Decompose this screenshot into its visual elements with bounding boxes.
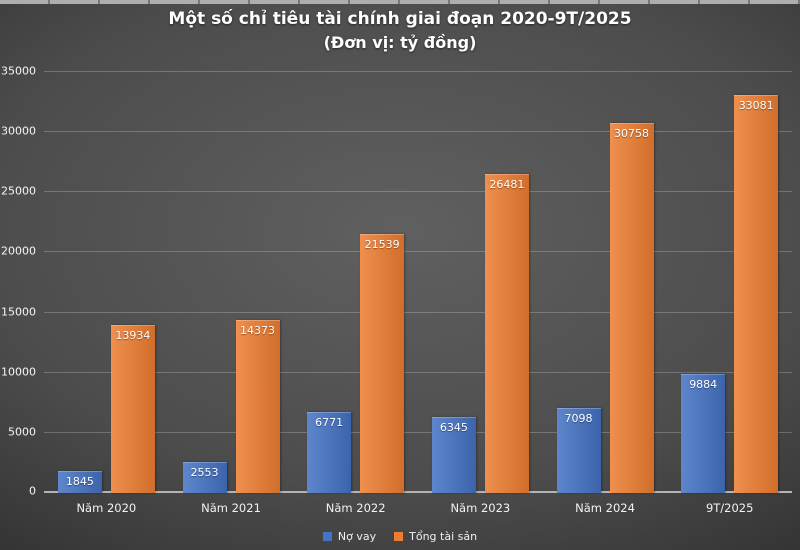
- bar-value-label: 6345: [439, 420, 468, 434]
- bar-group: 6771 21539 Năm 2022: [293, 72, 418, 515]
- bar-group: 6345 26481 Năm 2023: [418, 72, 543, 515]
- bar-tổng-tài-sản-9t/2025: 33081: [734, 95, 779, 493]
- gridline: 10000: [1, 365, 792, 378]
- legend-label: Nợ vay: [337, 530, 377, 543]
- top-edge-strip: [0, 0, 800, 4]
- bar-value-label: 26481: [489, 178, 525, 192]
- y-axis-tick-label: 5000: [8, 425, 36, 439]
- bar-value-label: 2553: [190, 466, 219, 480]
- bar-value-label: 7098: [564, 411, 593, 425]
- bar-nợ-vay-năm-2022: 6771: [307, 411, 352, 493]
- x-axis-category-label: Năm 2024: [575, 501, 635, 515]
- gridline: 25000: [1, 185, 792, 198]
- plot-area: 0 5000 10000 15000 20000 25000 30000 35000 1845…: [1, 65, 792, 515]
- bar-nợ-vay-9t/2025: 9884: [681, 374, 726, 493]
- y-axis-tick-label: 0: [29, 484, 36, 498]
- bar-tổng-tài-sản-năm-2023: 26481: [484, 174, 529, 493]
- x-axis-category-label: Năm 2023: [450, 501, 511, 515]
- chart-title-block: Một số chỉ tiêu tài chính giai đoạn 2020…: [0, 7, 800, 54]
- bar-group: 2553 14373 Năm 2021: [169, 72, 294, 515]
- bar-value-label: 1845: [65, 474, 94, 488]
- bar-nợ-vay-năm-2023: 6345: [431, 416, 476, 493]
- bar-tổng-tài-sản-năm-2021: 14373: [235, 320, 280, 493]
- bar-value-label: 6771: [315, 415, 344, 429]
- bar-value-label: 14373: [240, 324, 275, 338]
- bar-nợ-vay-năm-2021: 2553: [182, 462, 227, 493]
- bar-group: 7098 30758 Năm 2024: [543, 72, 668, 515]
- chart-title: Một số chỉ tiêu tài chính giai đoạn 2020…: [168, 9, 632, 29]
- gridline: 35000: [1, 65, 792, 78]
- bar-value-label: 30758: [614, 127, 650, 141]
- bar-tổng-tài-sản-năm-2024: 30758: [609, 123, 654, 493]
- bar-value-label: 21539: [364, 237, 400, 251]
- x-axis-line: 0: [29, 485, 792, 498]
- bar-value-label: 33081: [738, 99, 774, 113]
- gridline: 20000: [1, 245, 792, 258]
- legend-label: Tổng tài sản: [409, 530, 478, 543]
- gridline: 30000: [1, 125, 792, 138]
- y-axis-tick-label: 20000: [1, 244, 36, 258]
- bar-value-label: 9884: [689, 378, 718, 392]
- y-axis-tick-label: 15000: [1, 305, 36, 319]
- bar-value-label: 13934: [115, 329, 151, 343]
- bar-tổng-tài-sản-năm-2020: 13934: [110, 325, 155, 493]
- x-axis-category-label: 9T/2025: [705, 501, 754, 515]
- chart-subtitle: (Đơn vị: tỷ đồng): [323, 33, 477, 52]
- x-axis-category-label: Năm 2022: [325, 501, 386, 515]
- y-axis-tick-label: 25000: [1, 184, 36, 198]
- bar-groups: 1845 13934 Năm 2020 2553 14373 Năm 2021 6771 21…: [44, 72, 792, 515]
- legend-swatch-icon: [394, 532, 404, 541]
- bar-nợ-vay-năm-2024: 7098: [556, 407, 601, 493]
- legend-item-nợ-vay: Nợ vay: [322, 530, 377, 543]
- legend-swatch-icon: [322, 532, 332, 541]
- gridline: 5000: [8, 425, 792, 438]
- y-axis-tick-label: 35000: [1, 64, 36, 78]
- x-axis-category-label: Năm 2021: [201, 501, 261, 515]
- legend: Nợ vay Tổng tài sản: [0, 530, 800, 543]
- y-axis-tick-label: 10000: [1, 365, 36, 379]
- bar-nợ-vay-năm-2020: 1845: [57, 470, 102, 493]
- x-axis-category-label: Năm 2020: [76, 501, 137, 515]
- bar-group: 9884 33081 9T/2025: [667, 72, 792, 515]
- y-axis-tick-label: 30000: [1, 124, 36, 138]
- legend-item-tổng-tài-sản: Tổng tài sản: [394, 530, 477, 543]
- bar-tổng-tài-sản-năm-2022: 21539: [360, 233, 405, 493]
- bar-group: 1845 13934 Năm 2020: [44, 72, 169, 515]
- gridline: 15000: [1, 305, 792, 318]
